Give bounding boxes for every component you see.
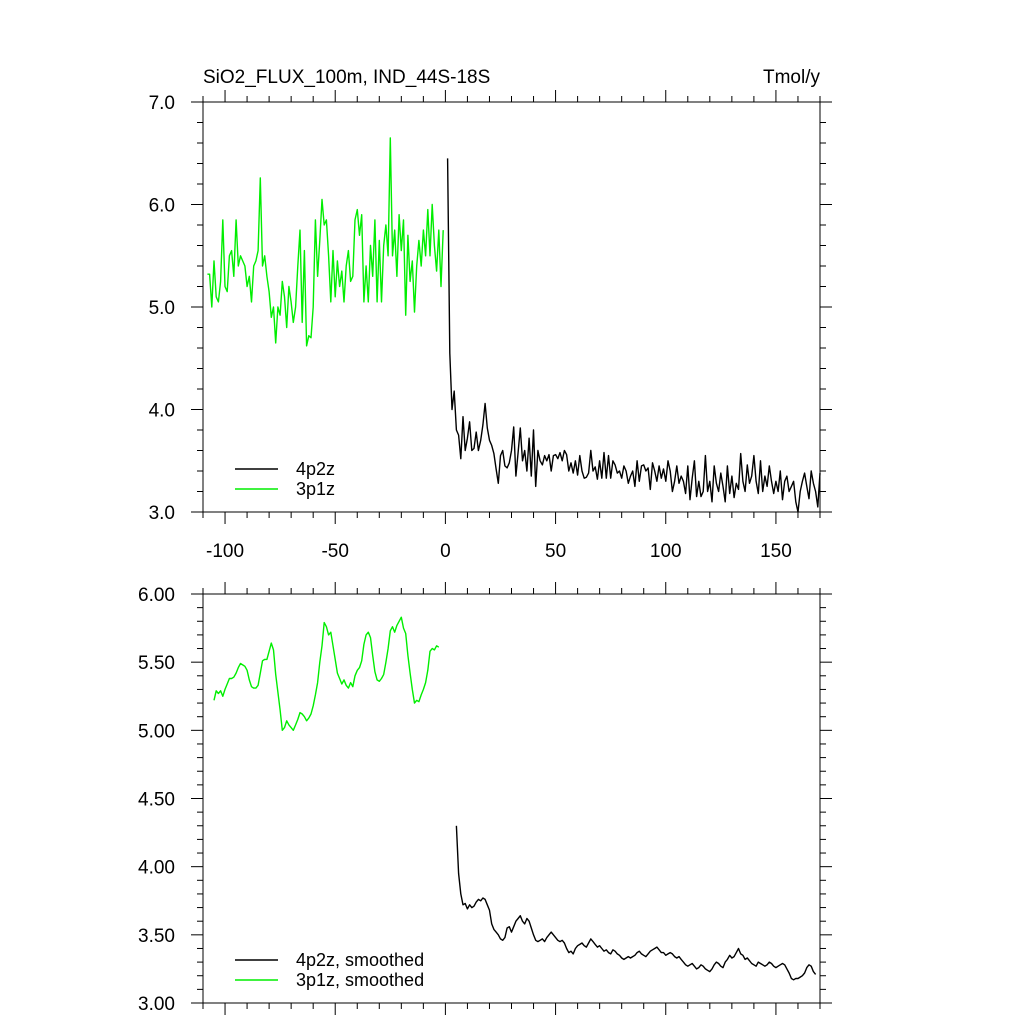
x-tick-label: 100 bbox=[650, 541, 682, 562]
y-tick-label: 5.0 bbox=[149, 298, 175, 319]
y-tick-label: 4.50 bbox=[138, 790, 175, 811]
legend-label: 4p2z bbox=[296, 459, 335, 479]
series-line-4p2z-smoothed bbox=[455, 825, 817, 981]
top-x-ticks: -100 -50 0 50 100 150 bbox=[202, 90, 821, 562]
x-tick-label: -50 bbox=[321, 541, 348, 562]
y-tick-label: 3.50 bbox=[138, 926, 175, 947]
y-tick-label: 3.0 bbox=[149, 503, 175, 524]
chart-units: Tmol/y bbox=[763, 67, 821, 88]
y-tick-label: 6.0 bbox=[149, 196, 175, 217]
x-tick-label: 150 bbox=[760, 541, 792, 562]
x-tick-label: -100 bbox=[206, 541, 244, 562]
y-tick-label: 5.00 bbox=[138, 721, 175, 742]
y-tick-label: 4.0 bbox=[149, 401, 175, 422]
y-tick-label: 7.0 bbox=[149, 93, 175, 114]
x-tick-label: 0 bbox=[440, 541, 451, 562]
bottom-panel: 3.00 3.50 4.00 4.50 5.00 5.50 6.00 4p2z, smooth… bbox=[138, 582, 832, 1015]
y-tick-label: 5.50 bbox=[138, 653, 175, 674]
bottom-plot-frame bbox=[202, 593, 821, 1004]
bottom-x-ticks bbox=[202, 582, 821, 1015]
y-tick-label: 3.00 bbox=[138, 994, 175, 1015]
series-line-3p1z-smoothed bbox=[213, 616, 440, 731]
chart-title: SiO2_FLUX_100m, IND_44S-18S bbox=[203, 67, 490, 88]
series-line-4p2z bbox=[446, 158, 821, 513]
y-tick-label: 4.00 bbox=[138, 858, 175, 879]
legend-label: 3p1z, smoothed bbox=[296, 970, 424, 990]
legend-label: 4p2z, smoothed bbox=[296, 950, 424, 970]
legend-label: 3p1z bbox=[296, 479, 335, 499]
series-line-3p1z bbox=[207, 137, 444, 347]
x-tick-label: 50 bbox=[545, 541, 566, 562]
bottom-y-ticks: 3.00 3.50 4.00 4.50 5.00 5.50 6.00 bbox=[138, 585, 832, 1015]
y-tick-label: 6.00 bbox=[138, 585, 175, 606]
top-y-ticks: 3.0 4.0 5.0 6.0 7.0 bbox=[149, 93, 832, 524]
